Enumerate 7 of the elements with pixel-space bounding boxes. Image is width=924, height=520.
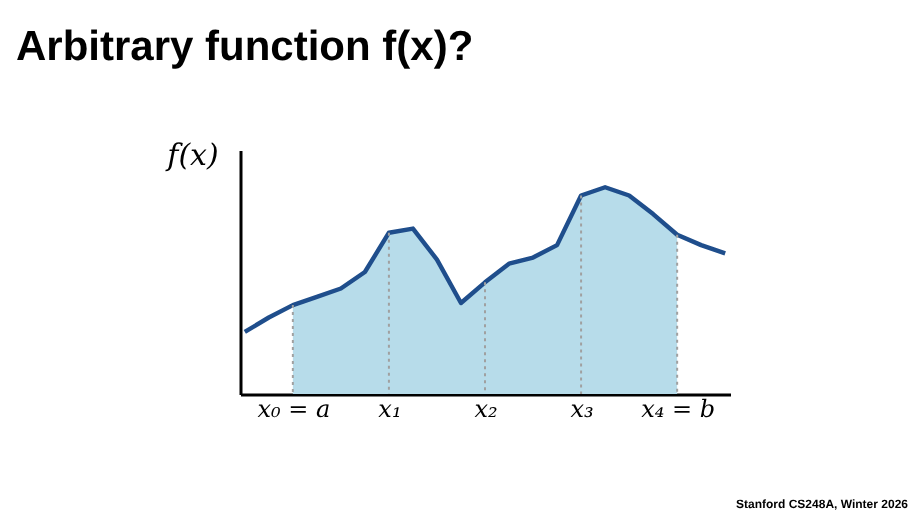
x-tick-label: x₄ = b — [641, 395, 716, 423]
y-axis-title: f(x) — [165, 137, 220, 173]
x-tick-label: x₃ — [570, 395, 595, 423]
chart-title: Arbitrary function f(x)? — [16, 24, 474, 70]
x-tick-label: x₂ — [474, 395, 498, 423]
x-tick-label: x₀ = a — [257, 395, 331, 423]
x-tick-label: x₁ — [378, 395, 402, 423]
